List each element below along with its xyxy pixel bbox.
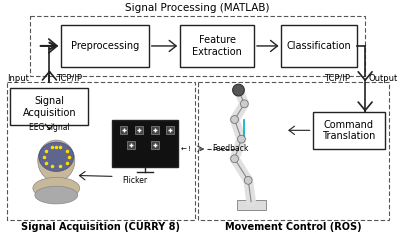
Bar (236, 200, 266, 210)
Text: Feature
Extraction: Feature Extraction (192, 35, 242, 57)
Ellipse shape (38, 140, 75, 181)
Text: Flicker: Flicker (123, 176, 148, 185)
Bar (120, 126, 128, 134)
Text: Command
Translation: Command Translation (322, 120, 375, 141)
Circle shape (244, 176, 252, 184)
Ellipse shape (35, 186, 78, 204)
Bar (281, 25, 357, 67)
Bar (198, 82, 388, 219)
Bar (151, 126, 158, 134)
Ellipse shape (39, 142, 74, 172)
Circle shape (231, 116, 238, 123)
Text: Preprocessing: Preprocessing (71, 41, 139, 51)
Circle shape (234, 86, 242, 94)
Text: Output: Output (368, 74, 397, 83)
Circle shape (233, 84, 244, 96)
Text: Signal
Acquisition: Signal Acquisition (23, 96, 76, 118)
Bar (10, 88, 88, 125)
Bar (112, 120, 178, 167)
Bar (312, 112, 385, 149)
Text: EEG signal: EEG signal (29, 123, 70, 132)
Text: Input: Input (7, 74, 29, 83)
Circle shape (231, 155, 238, 163)
Bar (128, 141, 135, 149)
Bar (166, 126, 174, 134)
Text: Signal Acquisition (CURRY 8): Signal Acquisition (CURRY 8) (21, 223, 180, 232)
Bar (151, 141, 158, 149)
Text: Feedback: Feedback (212, 145, 248, 153)
Bar (180, 25, 254, 67)
Text: Classification: Classification (287, 41, 352, 51)
Bar (61, 25, 149, 67)
Text: $\leftarrow$!: $\leftarrow$! (179, 145, 192, 153)
Circle shape (240, 100, 248, 108)
Text: TCP/IP: TCP/IP (324, 74, 350, 83)
Circle shape (238, 135, 245, 143)
Text: TCP/IP: TCP/IP (56, 74, 82, 83)
Bar (6, 82, 195, 219)
Text: Movement Control (ROS): Movement Control (ROS) (225, 223, 361, 232)
Ellipse shape (33, 177, 80, 199)
Bar (135, 126, 143, 134)
Text: Signal Processing (MATLAB): Signal Processing (MATLAB) (125, 3, 270, 13)
Bar (30, 16, 365, 76)
